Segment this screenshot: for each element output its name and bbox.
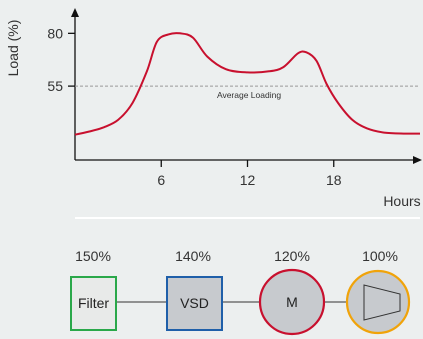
vsd-label: VSD <box>180 295 209 311</box>
x-tick-label: 6 <box>157 172 165 188</box>
x-axis-arrow <box>413 156 422 164</box>
motor-label: M <box>286 294 298 310</box>
x-axis-label: Hours <box>383 193 420 209</box>
pump-icon <box>363 284 401 321</box>
percent-label-motor: 120% <box>274 248 310 264</box>
filter-label: Filter <box>78 295 109 311</box>
y-ticks: 80 55 <box>47 25 75 94</box>
percent-label-vsd: 140% <box>175 248 211 264</box>
y-tick-label: 80 <box>47 25 63 41</box>
percent-label-pump: 100% <box>362 248 398 264</box>
chart-axes <box>71 8 422 164</box>
pump-circle <box>345 269 411 335</box>
y-tick-label: 55 <box>47 78 63 94</box>
motor-circle <box>258 268 326 336</box>
percent-label-filter: 150% <box>75 248 111 264</box>
average-loading-label: Average Loading <box>217 90 281 100</box>
x-tick-label: 18 <box>326 172 342 188</box>
load-curve <box>74 32 421 136</box>
x-tick-label: 12 <box>240 172 256 188</box>
x-ticks: 6 12 18 <box>157 160 342 188</box>
y-axis-arrow <box>71 8 79 17</box>
y-axis-label: Load (%) <box>5 20 21 77</box>
filter-box <box>70 276 117 331</box>
vsd-box <box>166 276 223 331</box>
